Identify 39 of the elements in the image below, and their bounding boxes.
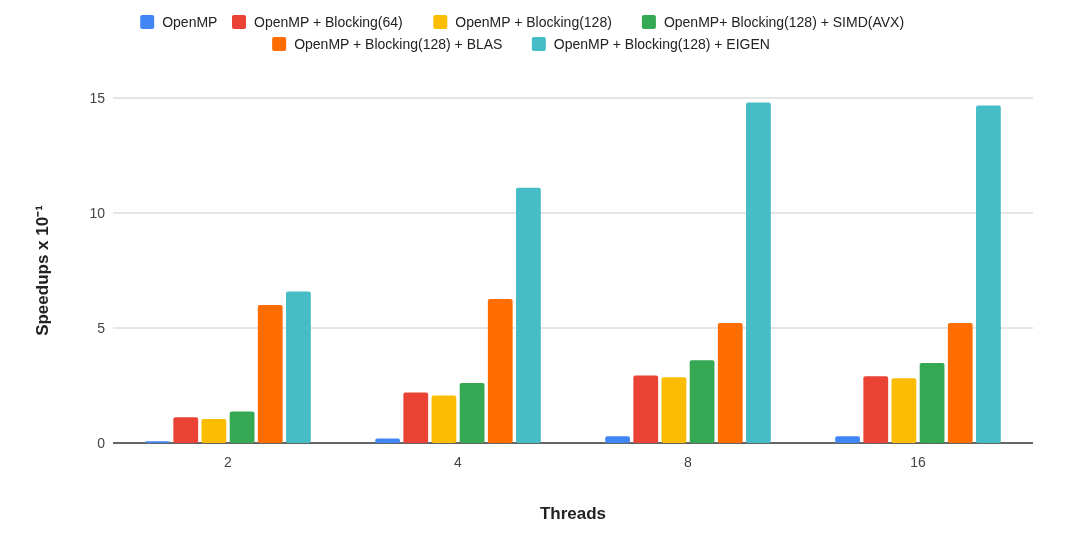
bar (947, 322, 973, 443)
bar (919, 362, 945, 443)
bar (487, 299, 513, 443)
y-tick-label: 15 (89, 89, 106, 106)
bar (661, 377, 687, 443)
bar (976, 105, 1001, 443)
bar (403, 392, 429, 443)
bar (689, 360, 715, 443)
bar (431, 395, 457, 443)
bar (286, 291, 311, 443)
bar (717, 322, 743, 443)
y-tick-label: 10 (89, 204, 106, 221)
bar (605, 436, 630, 443)
bar (257, 305, 283, 443)
legend-label: OpenMP+ Blocking(128) + SIMD(AVX) (663, 13, 905, 30)
bar (201, 419, 227, 443)
y-tick-label: 0 (97, 434, 106, 451)
x-tick-label: 8 (684, 454, 693, 470)
bar (459, 382, 485, 443)
legend-label: OpenMP (162, 13, 218, 30)
x-tick-label: 2 (224, 454, 233, 470)
legend-label: OpenMP + Blocking(128) + BLAS (294, 35, 503, 52)
legend-label: OpenMP + Blocking(64) (254, 13, 403, 30)
x-tick-label: 4 (454, 454, 463, 470)
legend-label: OpenMP + Blocking(128) (455, 13, 612, 30)
bar (516, 187, 541, 443)
bar (173, 417, 199, 443)
bar (746, 102, 771, 443)
y-axis-title: Speedups x 10⁻¹ (33, 204, 52, 336)
x-axis-title: Threads (539, 504, 607, 523)
y-tick-label: 5 (97, 319, 106, 336)
bar (229, 411, 255, 443)
bar (835, 436, 860, 443)
bar (633, 375, 659, 443)
bar (375, 438, 400, 443)
bar (891, 378, 917, 443)
bar (863, 376, 889, 443)
legend-label: OpenMP + Blocking(128) + EIGEN (553, 35, 770, 52)
x-tick-label: 16 (910, 454, 926, 470)
